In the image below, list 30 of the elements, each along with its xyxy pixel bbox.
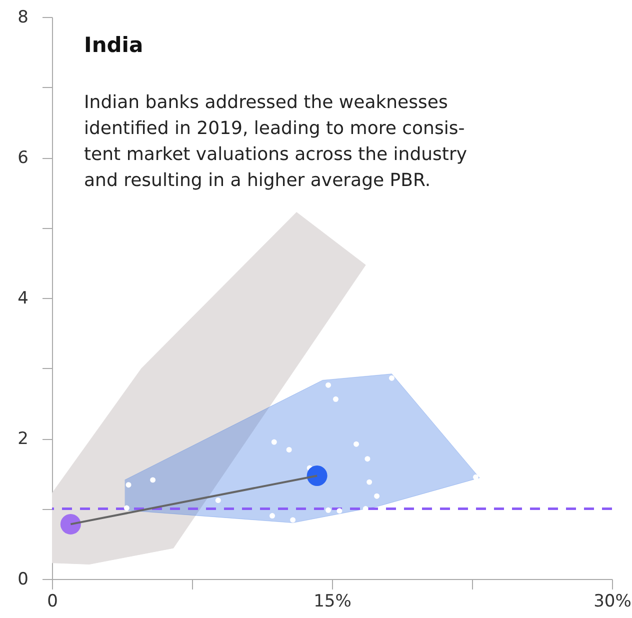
- point: [326, 382, 332, 388]
- y-tick-label: 0: [18, 570, 28, 590]
- text: India: [84, 33, 144, 57]
- y-tick-label: 6: [18, 148, 28, 168]
- point: [124, 505, 130, 511]
- point: [326, 507, 332, 513]
- point: [332, 396, 338, 402]
- point: [388, 375, 394, 381]
- point: [270, 513, 276, 519]
- point: [366, 479, 372, 485]
- point: [306, 466, 328, 486]
- x-tick-label: 30%: [594, 592, 632, 612]
- x-tick-label: 15%: [314, 592, 352, 612]
- x-tick-label: 0: [47, 592, 58, 612]
- point: [286, 447, 292, 452]
- point: [336, 508, 342, 514]
- point: [354, 441, 360, 447]
- point: [150, 477, 156, 483]
- point: [290, 517, 296, 523]
- point: [271, 439, 277, 445]
- y-tick-label: 8: [18, 8, 28, 28]
- text: Indian banks addressed the weaknesses identified in 2019, leading to more consis- tent market valuations across the industry and resulting in a higher average PBR.: [84, 92, 468, 191]
- point: [364, 456, 370, 462]
- point: [60, 514, 81, 534]
- point: [472, 474, 478, 480]
- y-tick-label: 2: [18, 429, 28, 449]
- point: [215, 498, 221, 504]
- point: [374, 493, 380, 499]
- point: [126, 482, 132, 488]
- y-tick-label: 4: [18, 288, 28, 308]
